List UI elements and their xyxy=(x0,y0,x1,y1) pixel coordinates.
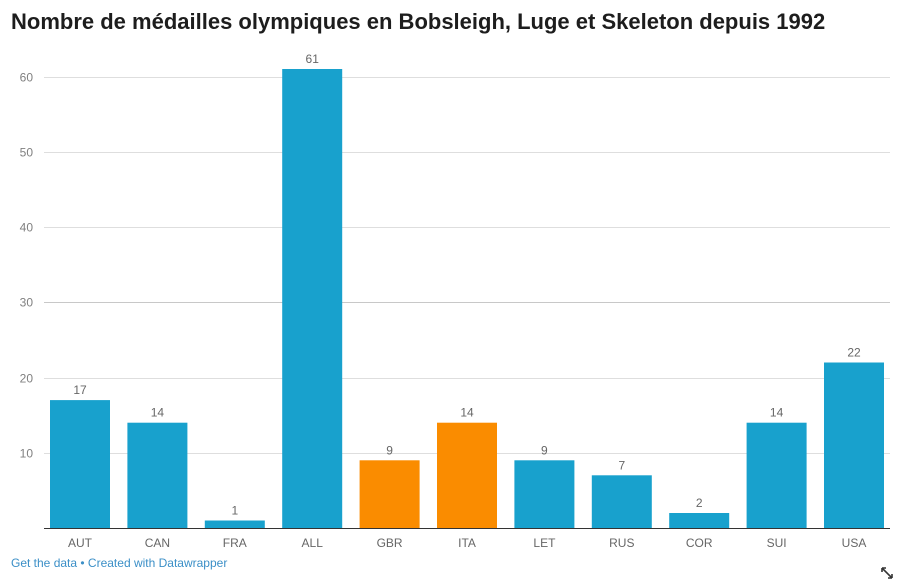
bar-aut[interactable] xyxy=(50,400,110,528)
gridlines xyxy=(44,77,890,454)
category-label-ita: ITA xyxy=(458,536,476,550)
value-label-ita: 14 xyxy=(460,406,474,420)
value-label-let: 9 xyxy=(541,443,548,457)
y-axis-ticks: 10 20 30 40 50 60 xyxy=(20,71,34,461)
get-data-link[interactable]: Get the data xyxy=(11,556,78,570)
bar-rus[interactable] xyxy=(591,475,652,528)
value-label-gbr: 9 xyxy=(386,443,393,457)
created-with-link[interactable]: Created with Datawrapper xyxy=(87,556,228,570)
value-label-can: 14 xyxy=(151,406,165,420)
category-label-usa: USA xyxy=(842,536,867,550)
y-tick-label: 20 xyxy=(20,372,34,386)
category-label-gbr: GBR xyxy=(377,536,403,550)
y-tick-label: 60 xyxy=(20,71,34,85)
y-tick-label: 30 xyxy=(20,296,34,310)
value-label-fra: 1 xyxy=(231,504,238,518)
value-label-rus: 7 xyxy=(618,458,625,472)
bar-can[interactable] xyxy=(127,422,188,528)
value-label-usa: 22 xyxy=(847,346,861,360)
category-label-all: ALL xyxy=(302,536,324,550)
value-label-all: 61 xyxy=(306,52,320,66)
category-label-rus: RUS xyxy=(609,536,634,550)
bar-ita[interactable] xyxy=(437,422,497,528)
footer-separator: • xyxy=(77,556,88,570)
category-label-let: LET xyxy=(533,536,556,550)
bar-sui[interactable] xyxy=(746,422,807,528)
y-tick-label: 10 xyxy=(20,447,34,461)
y-tick-label: 40 xyxy=(20,221,34,235)
bar-usa[interactable] xyxy=(824,362,884,529)
value-label-sui: 14 xyxy=(770,406,784,420)
bar-cor[interactable] xyxy=(669,513,730,528)
bar-all[interactable] xyxy=(282,69,343,528)
category-label-aut: AUT xyxy=(68,536,93,550)
category-label-cor: COR xyxy=(686,536,713,550)
category-labels: AUT CAN FRA ALL GBR ITA LET RUS COR SUI USA xyxy=(68,536,866,550)
bars xyxy=(50,69,884,528)
value-labels: 17 14 1 61 9 14 9 7 2 14 22 xyxy=(73,52,861,518)
bar-gbr[interactable] xyxy=(359,460,420,528)
value-label-cor: 2 xyxy=(696,496,703,510)
bar-fra[interactable] xyxy=(204,520,265,529)
category-label-fra: FRA xyxy=(223,536,247,550)
chart-title: Nombre de médailles olympiques en Bobsle… xyxy=(11,9,826,34)
footer: Get the data • Created with Datawrapper xyxy=(11,556,227,570)
category-label-sui: SUI xyxy=(767,536,787,550)
y-tick-label: 50 xyxy=(20,146,34,160)
bar-let[interactable] xyxy=(514,460,575,528)
category-label-can: CAN xyxy=(145,536,170,550)
expand-icon[interactable] xyxy=(880,566,894,580)
value-label-aut: 17 xyxy=(73,383,87,397)
